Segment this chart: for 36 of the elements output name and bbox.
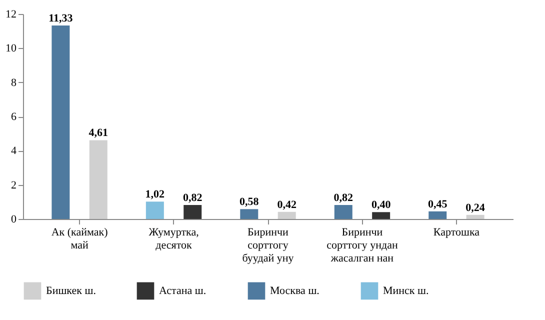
bar <box>240 209 258 219</box>
data-label: 4,61 <box>88 127 108 140</box>
bar <box>146 202 164 219</box>
data-label: 0,45 <box>428 198 448 210</box>
y-tick-label: 12 <box>6 8 16 20</box>
data-label: 0,82 <box>334 192 354 204</box>
data-label: 0,42 <box>277 198 297 211</box>
data-label: 11,33 <box>48 12 74 24</box>
bar <box>428 211 447 219</box>
legend-label: Минск ш. <box>383 284 429 297</box>
legend-label: Москва ш. <box>270 284 320 297</box>
data-label: 0,40 <box>371 199 392 212</box>
y-tick-label: 2 <box>11 179 16 192</box>
x-tick-label: Ак (каймак) май <box>51 226 108 252</box>
x-tick-label: Биринчи сорттогу ундан жасалган нан <box>326 226 398 264</box>
y-tick-label: 0 <box>11 214 17 226</box>
y-tick-label: 10 <box>6 42 17 55</box>
bar <box>184 204 202 219</box>
x-tick-label: Картошка <box>433 226 480 238</box>
bar <box>372 212 390 219</box>
bar <box>89 140 108 219</box>
bar <box>278 212 296 219</box>
data-label: 1,02 <box>145 188 166 201</box>
bar <box>466 214 484 219</box>
y-tick-label: 8 <box>11 76 17 89</box>
data-label: 0,58 <box>240 196 260 208</box>
y-tick-label: 6 <box>11 111 17 123</box>
legend-label: Бишкек ш. <box>46 284 96 297</box>
bar <box>52 25 70 219</box>
data-label: 0,82 <box>182 192 203 204</box>
x-tick-label: Жумуртка, десяток <box>148 226 200 252</box>
bar <box>334 204 352 219</box>
legend-label: Астана ш. <box>159 284 206 297</box>
data-label: 0,24 <box>466 202 486 214</box>
y-tick-label: 4 <box>11 145 17 158</box>
x-tick-label: Биринчи сорттогу буудай уну <box>242 226 294 264</box>
